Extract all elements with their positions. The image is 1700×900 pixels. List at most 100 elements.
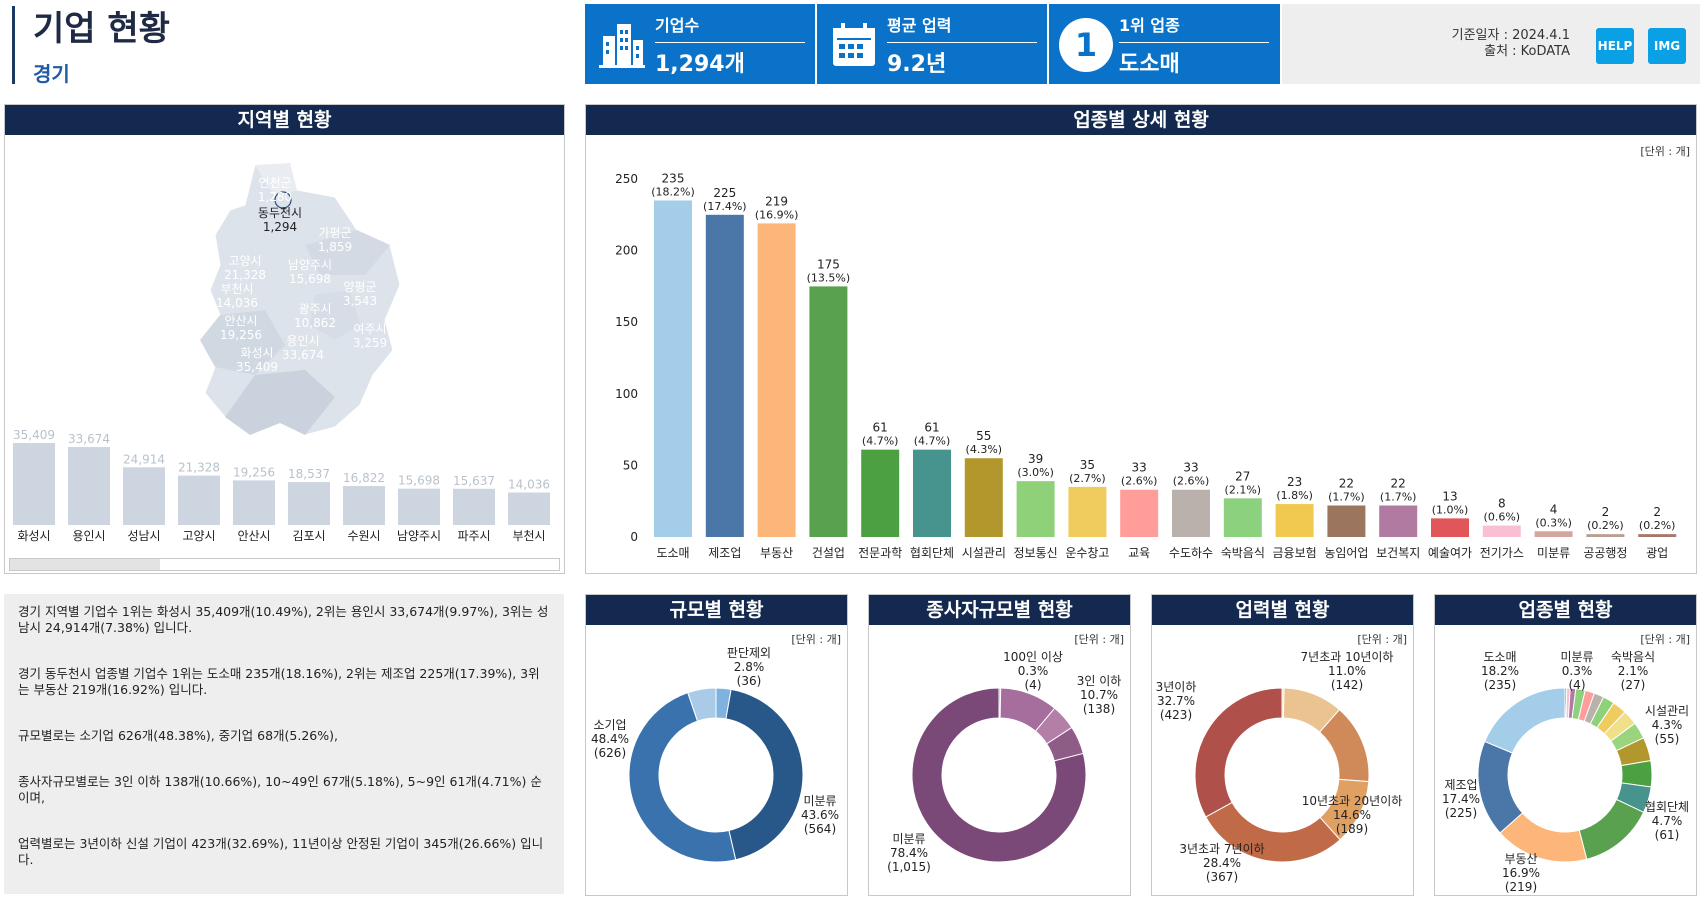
region-bar-value: 19,256 bbox=[233, 465, 275, 479]
industry-bar[interactable] bbox=[913, 449, 951, 537]
region-bar-value: 21,328 bbox=[178, 461, 220, 475]
map-label-value: 3,543 bbox=[343, 294, 377, 308]
horizontal-scrollbar[interactable] bbox=[9, 558, 560, 571]
industry-bar[interactable] bbox=[1586, 534, 1625, 537]
donut-slice[interactable] bbox=[1484, 687, 1566, 754]
region-bar-category: 용인시 bbox=[72, 529, 105, 543]
region-bar[interactable] bbox=[68, 447, 110, 525]
industry-bar[interactable] bbox=[705, 214, 744, 538]
region-bar[interactable] bbox=[398, 488, 440, 525]
donut-label: 32.7% bbox=[1157, 694, 1195, 708]
industry-bar[interactable] bbox=[1120, 489, 1159, 537]
age-donut-panel: 업력별 현황 [단위 : 개] 7년초과 10년이하 11.0% (142) 3… bbox=[1151, 594, 1414, 896]
bar-value-label: 22 bbox=[1339, 476, 1354, 490]
industry-bar[interactable] bbox=[1327, 505, 1366, 537]
donut-slice[interactable] bbox=[1578, 798, 1645, 860]
bar-value-label: 61 bbox=[924, 421, 939, 435]
industry-bar[interactable] bbox=[654, 200, 692, 537]
donut-label: (138) bbox=[1083, 702, 1115, 716]
bar-value-label: 33 bbox=[1183, 461, 1198, 475]
donut-label: 판단제외 bbox=[727, 646, 771, 660]
donut-slice[interactable] bbox=[725, 688, 804, 861]
region-bar[interactable] bbox=[13, 443, 55, 525]
y-tick-label: 150 bbox=[615, 315, 638, 329]
industry-bar[interactable] bbox=[1638, 534, 1677, 537]
donut-slice[interactable] bbox=[911, 687, 1087, 863]
donut-label: (4) bbox=[1025, 678, 1042, 692]
donut-label: 3년초과 7년이하 bbox=[1179, 842, 1264, 856]
img-button[interactable]: IMG bbox=[1648, 28, 1686, 64]
panel-title: 업력별 현황 bbox=[1152, 595, 1413, 625]
map-label-name: 여주시 bbox=[353, 322, 386, 336]
donut-label: (4) bbox=[1569, 678, 1586, 692]
industry-bar[interactable] bbox=[809, 286, 848, 537]
bar-percent-label: (4.7%) bbox=[862, 435, 899, 448]
region-bar[interactable] bbox=[508, 492, 550, 525]
bar-value-label: 2 bbox=[1653, 505, 1661, 519]
donut-slice[interactable] bbox=[1194, 687, 1283, 818]
region-bar-category: 수원시 bbox=[347, 529, 380, 543]
map-label-value: 19,256 bbox=[220, 328, 262, 342]
industry-bar[interactable] bbox=[1379, 505, 1418, 537]
region-bar[interactable] bbox=[453, 488, 495, 525]
meta-text: 기준일자 : 2024.4.1 출처 : KoDATA bbox=[1452, 28, 1570, 60]
donut-slice[interactable] bbox=[687, 687, 717, 722]
x-category-label: 도소매 bbox=[656, 546, 689, 560]
donut-label: 11.0% bbox=[1328, 664, 1366, 678]
industry-bar[interactable] bbox=[1223, 498, 1262, 537]
help-button[interactable]: HELP bbox=[1596, 28, 1634, 64]
industry-donut-chart: 도소매 18.2% (235) 미분류 0.3% (4) 숙박음식 2.1% (… bbox=[1442, 650, 1689, 894]
region-bar[interactable] bbox=[178, 475, 220, 525]
industry-bar[interactable] bbox=[1482, 525, 1521, 537]
summary-line: 업력별로는 3년이하 신설 기업이 423개(32.69%), 11년이상 안정… bbox=[18, 836, 544, 867]
donut-label: 4.7% bbox=[1652, 814, 1683, 828]
industry-bar[interactable] bbox=[1172, 489, 1210, 537]
donut-label: 0.3% bbox=[1562, 664, 1593, 678]
region-panel: 지역별 현황 연천군 1,280 동두천시 1,294 가평군 1,859 고양… bbox=[4, 104, 565, 574]
donut-label: (367) bbox=[1206, 870, 1238, 884]
industry-bar[interactable] bbox=[1016, 481, 1055, 537]
region-bar-value: 24,914 bbox=[123, 452, 165, 466]
industry-bar[interactable] bbox=[861, 449, 900, 537]
donut-label: 43.6% bbox=[801, 808, 839, 822]
bar-value-label: 55 bbox=[976, 429, 991, 443]
map-label-name: 부천시 bbox=[220, 281, 253, 296]
donut-label: (219) bbox=[1505, 880, 1537, 894]
unit-label: [단위 : 개] bbox=[1357, 633, 1407, 646]
size-donut-chart: 판단제외 2.8% (36) 소기업 48.4% (626) 미분류 43.6%… bbox=[591, 646, 839, 863]
map-label-value: 10,862 bbox=[294, 316, 336, 330]
industry-bar[interactable] bbox=[1068, 486, 1107, 537]
donut-label: (626) bbox=[594, 746, 626, 760]
donut-label: 숙박음식 bbox=[1611, 650, 1655, 664]
bar-percent-label: (1.7%) bbox=[1328, 490, 1365, 503]
bar-percent-label: (4.7%) bbox=[914, 435, 951, 448]
scrollbar-thumb[interactable] bbox=[10, 559, 160, 570]
region-bar-value: 15,698 bbox=[398, 474, 440, 488]
region-bar-category: 안산시 bbox=[237, 529, 270, 543]
industry-bar[interactable] bbox=[1431, 518, 1469, 537]
bar-percent-label: (2.7%) bbox=[1069, 472, 1106, 485]
kpi-value: 1,294개 bbox=[655, 52, 745, 77]
bar-percent-label: (2.6%) bbox=[1121, 475, 1158, 488]
region-bar[interactable] bbox=[343, 486, 385, 525]
donut-slice[interactable] bbox=[1477, 740, 1524, 834]
region-bar[interactable] bbox=[123, 467, 165, 525]
donut-slice[interactable] bbox=[628, 692, 737, 863]
bar-value-label: 2 bbox=[1602, 505, 1610, 519]
map-label-value: 3,259 bbox=[353, 336, 387, 350]
map-label-value: 33,674 bbox=[282, 348, 324, 362]
donut-label: 7년초과 10년이하 bbox=[1301, 650, 1394, 664]
y-tick-label: 200 bbox=[615, 244, 638, 258]
donut-label: 소기업 bbox=[593, 718, 626, 732]
panel-title: 규모별 현황 bbox=[586, 595, 847, 625]
industry-bar[interactable] bbox=[1534, 531, 1573, 537]
region-bar[interactable] bbox=[233, 480, 275, 525]
industry-bar[interactable] bbox=[1275, 504, 1314, 537]
bar-value-label: 39 bbox=[1028, 452, 1043, 466]
donut-label: 48.4% bbox=[591, 732, 629, 746]
donut-label: 제조업 bbox=[1444, 778, 1477, 792]
industry-bar[interactable] bbox=[964, 458, 1003, 537]
industry-bar[interactable] bbox=[757, 223, 796, 537]
region-bar[interactable] bbox=[288, 482, 330, 525]
